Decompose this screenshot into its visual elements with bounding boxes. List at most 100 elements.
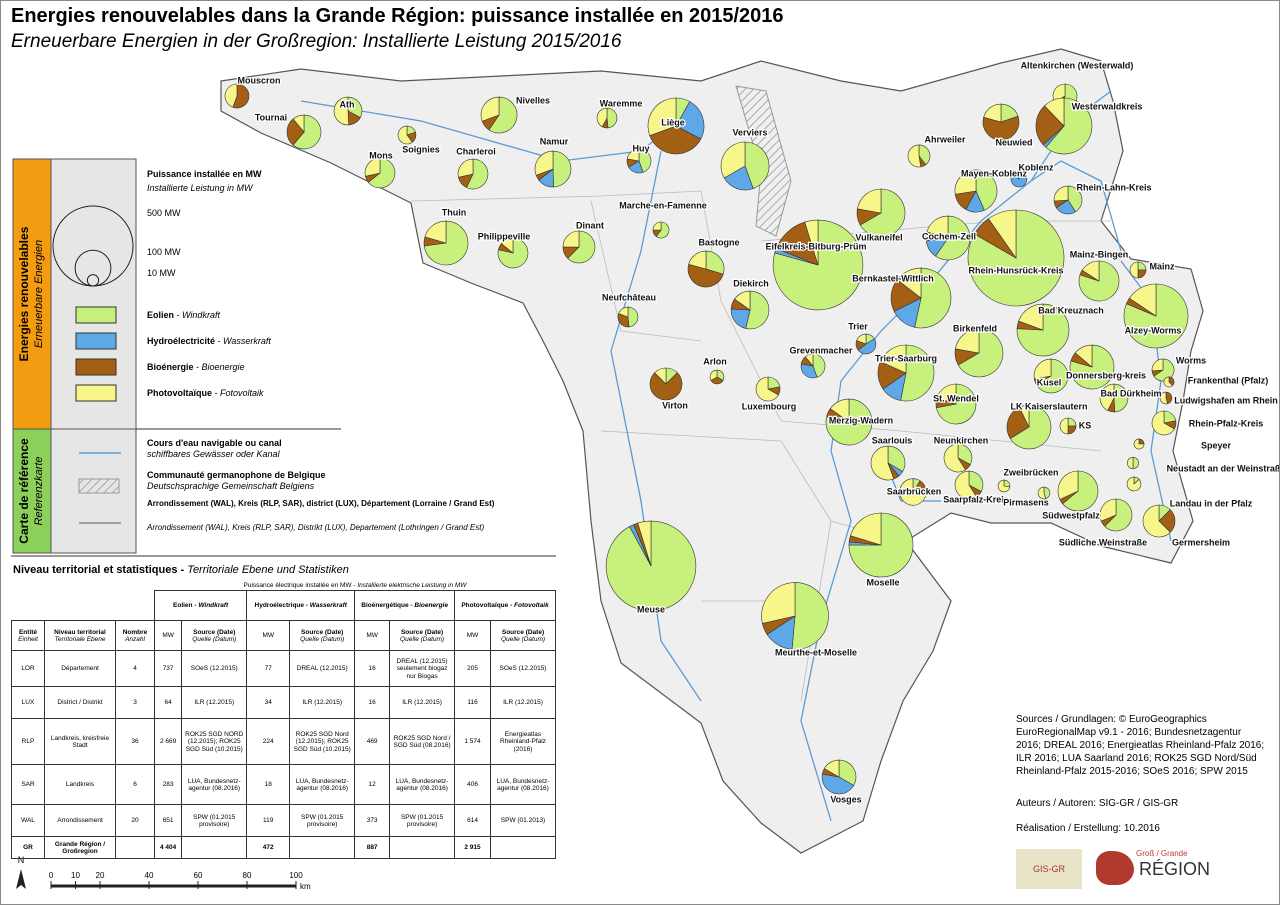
table-cell: LOR xyxy=(11,650,45,688)
table-header: Source (Date) xyxy=(193,628,236,636)
pie-slice xyxy=(1033,358,1052,380)
legend-section: Referenzkarte xyxy=(33,456,45,525)
north-arrow: N xyxy=(18,855,25,865)
logo: GIS-GR xyxy=(1016,849,1082,889)
title: Energies renouvelables dans la Grande Ré… xyxy=(11,5,784,27)
pie-slice xyxy=(1099,498,1117,522)
pie-slice xyxy=(292,114,305,133)
region-label: Soignies xyxy=(402,144,440,154)
table-header: Hydroélectrique xyxy=(254,602,305,610)
legend-title: Installierte Leistung in MW xyxy=(147,183,254,193)
table-header: Nombre Anzahl xyxy=(115,620,155,652)
region-label: Huy xyxy=(632,143,649,153)
region-label: Marche-en-Famenne xyxy=(619,200,707,210)
pie-slice xyxy=(957,443,973,465)
pie-slice xyxy=(1053,185,1069,202)
logo-text: Groß / Grande xyxy=(1136,849,1188,858)
statistics-table: Puissance électrique installée en MW - I… xyxy=(11,581,556,860)
table-title: Territoriale Ebene und Statistiken xyxy=(187,564,349,576)
legend-ref-label: Communauté germanophone de Belgique xyxy=(147,470,326,480)
table-row: WAL Arrondissement 20 651 SPW (01.2015 provi… xyxy=(11,804,556,838)
table-cell: 6 xyxy=(115,764,155,806)
region-label: Philippeville xyxy=(478,231,531,241)
table-cell: SAR xyxy=(11,764,45,806)
table-header: Quelle (Datum) xyxy=(500,635,546,643)
table-row: Eolien - Windkraft Hydroélectrique - Wass… xyxy=(12,590,556,622)
logo-shape xyxy=(1096,851,1134,885)
pie-slice xyxy=(224,83,238,108)
pie-slice xyxy=(1104,498,1133,532)
table-cell: 2 915 xyxy=(454,836,491,860)
pie-slice xyxy=(1126,476,1142,492)
table-cell: 283 xyxy=(153,764,183,806)
scale-label: 60 xyxy=(194,871,203,880)
pie-slice xyxy=(955,328,980,354)
legend-label: Hydroélectricité xyxy=(147,336,215,346)
table-cell: 16 xyxy=(354,686,391,720)
legend-column xyxy=(50,158,137,430)
table-cell: 2 669 xyxy=(153,718,183,766)
table-cell: 20 xyxy=(115,804,155,838)
region-label: Grevenmacher xyxy=(789,345,853,355)
table-cell: ILR (12.2015) xyxy=(289,686,356,720)
region-label: Frankenthal (Pfalz) xyxy=(1188,375,1269,385)
region-label: Bernkastel-Wittlich xyxy=(852,273,933,283)
table-row: LUX District / Distrikt 3 64 ILR (12.2015) 34… xyxy=(11,686,556,720)
pie-slice xyxy=(466,158,489,190)
region-label: LK Kaiserslautern xyxy=(1010,401,1087,411)
legend-label: Bioenergie xyxy=(202,362,245,372)
scale-label: 20 xyxy=(96,871,105,880)
table-cell: SOeS (12.2015) xyxy=(181,650,248,688)
pie-slice xyxy=(655,221,670,239)
pie-slice xyxy=(1037,486,1047,500)
region-label: Namur xyxy=(540,136,569,146)
legend-label: Eolien xyxy=(147,310,174,320)
scale-label: 40 xyxy=(145,871,154,880)
pie-slice xyxy=(618,306,629,318)
pie-slice xyxy=(292,114,322,150)
pie-slice xyxy=(1128,283,1157,317)
pie-slice xyxy=(705,250,725,275)
table-cell: 4 xyxy=(115,650,155,688)
region-label: Neustadt an der Weinstraße xyxy=(1167,463,1279,473)
table-cell: 36 xyxy=(115,718,155,766)
pie-slice xyxy=(918,144,931,166)
table-header: Puissance électrique installée en MW xyxy=(243,582,352,589)
table-header: Territoriale Ebene xyxy=(54,635,106,643)
table-cell xyxy=(12,581,155,591)
pie-slice xyxy=(983,103,1002,123)
pie-slice xyxy=(567,230,596,264)
table-cell: 34 xyxy=(246,686,291,720)
region-label: Germersheim xyxy=(1172,537,1230,547)
pie-slice xyxy=(488,96,518,134)
region-label: Zweibrücken xyxy=(1003,467,1058,477)
region-label: Vosges xyxy=(830,794,861,804)
table-cell: 406 xyxy=(454,764,491,806)
table-header: Wasserkraft xyxy=(309,602,347,610)
region-label: St. Wendel xyxy=(933,393,979,403)
region-label: Arlon xyxy=(703,356,727,366)
legend-size-label: 10 MW xyxy=(147,268,176,278)
pie-slice xyxy=(497,237,529,269)
table-cell: 12 xyxy=(354,764,391,806)
table-header: MW xyxy=(354,620,391,652)
pie-slice xyxy=(626,148,640,162)
table-cell: WAL xyxy=(11,804,45,838)
table-row: SAR Landkreis 6 283 LUA, Bundesnetz-agentur … xyxy=(11,764,556,806)
table-cell: Landkreis xyxy=(44,764,116,806)
table-header: Source (Date) xyxy=(301,628,344,636)
logo-text: RÉGION xyxy=(1139,859,1211,879)
pie-slice xyxy=(936,383,957,405)
legend-size-label: 500 MW xyxy=(147,208,181,218)
table-cell: 1 574 xyxy=(454,718,491,766)
pie-slice xyxy=(562,230,580,248)
table-header: Entité xyxy=(18,628,38,636)
pie-slice xyxy=(654,367,667,385)
table-cell: GR xyxy=(11,836,45,860)
table-header: Source (Date) Quelle (Datum) xyxy=(181,620,248,652)
table-header: Quelle (Datum) xyxy=(192,635,237,643)
table-header: Source (Date) Quelle (Datum) xyxy=(389,620,456,652)
table-cell: District / Distrikt xyxy=(44,686,116,720)
legend-section: Carte de référence xyxy=(17,438,31,544)
